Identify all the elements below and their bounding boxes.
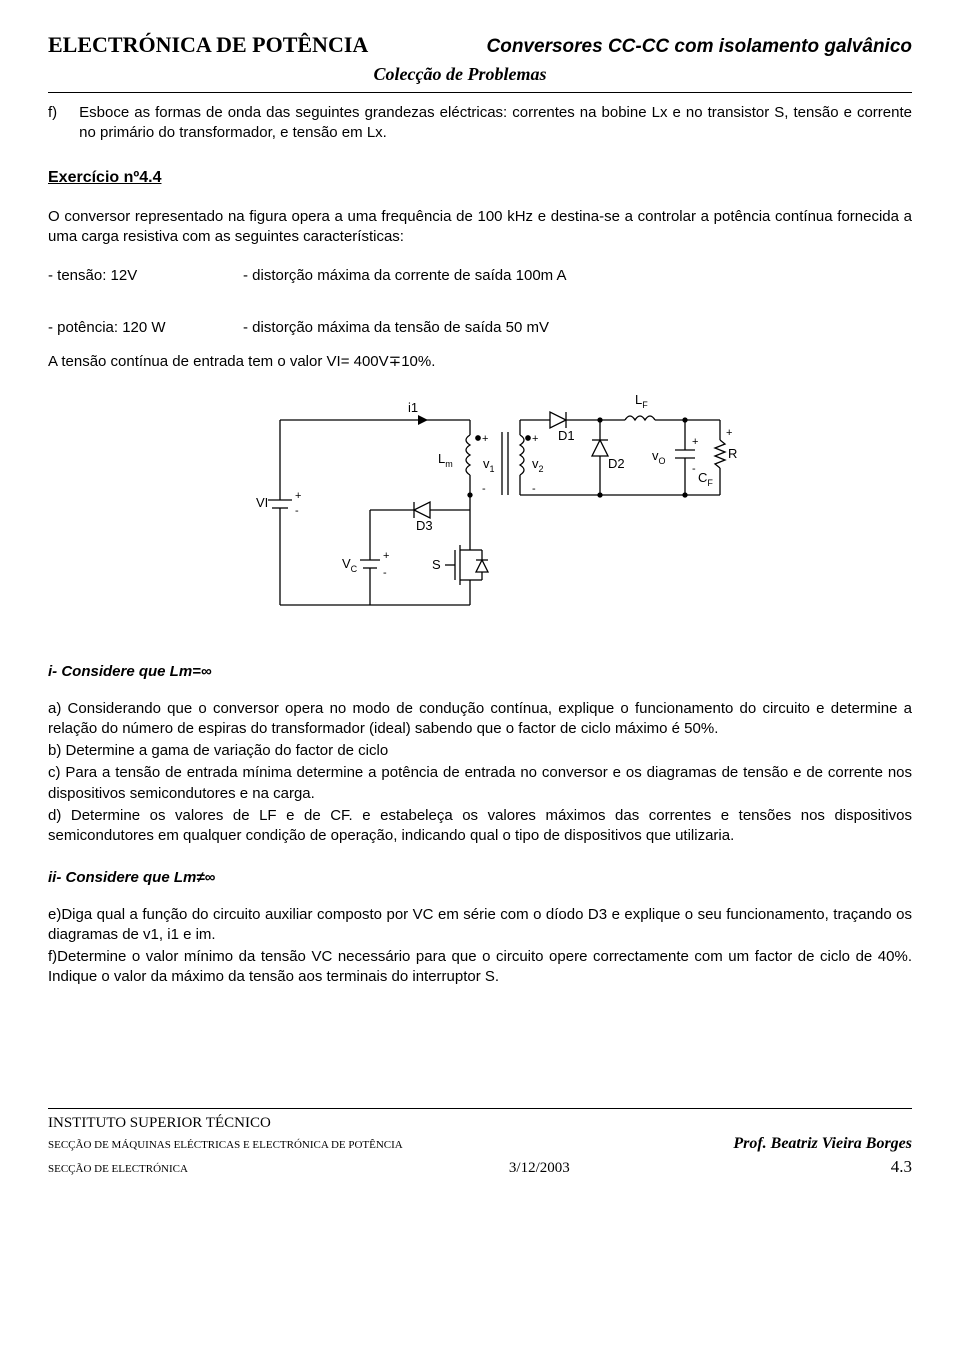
svg-text:Lm: Lm [438, 451, 453, 469]
svg-text:LF: LF [635, 392, 648, 410]
item-f: f) Esboce as formas de onda das seguinte… [48, 103, 912, 144]
question-f: f)Determine o valor mínimo da tensão VC … [48, 947, 912, 988]
svg-text:+: + [532, 433, 538, 445]
spec-voltage: - tensão: 12V [48, 266, 243, 286]
svg-text:+: + [726, 427, 732, 439]
footer-dept2: SECÇÃO DE ELECTRÓNICA [48, 1162, 188, 1177]
svg-text:v1: v1 [483, 456, 495, 474]
subsection-i: i- Considere que Lm=∞ [48, 662, 912, 682]
label-d2: D2 [608, 456, 625, 471]
footer-rule [48, 1108, 912, 1109]
label-r: R [728, 446, 737, 461]
footer-page: 4.3 [891, 1156, 912, 1179]
svg-text:+: + [295, 490, 301, 502]
questions-i: a) Considerando que o conversor opera no… [48, 699, 912, 847]
doc-title: ELECTRÓNICA DE POTÊNCIA [48, 30, 368, 60]
label-d3: D3 [416, 518, 433, 533]
label-vi: VI [256, 495, 268, 510]
svg-text:v2: v2 [532, 456, 544, 474]
vin-line: A tensão contínua de entrada tem o valor… [48, 352, 912, 372]
svg-text:+: + [482, 433, 488, 445]
spec-row-1: - tensão: 12V - distorção máxima da corr… [48, 266, 912, 286]
svg-text:vO: vO [652, 448, 666, 466]
spec-power: - potência: 120 W [48, 318, 243, 338]
question-c: c) Para a tensão de entrada mínima deter… [48, 763, 912, 804]
svg-text:VC: VC [342, 556, 358, 574]
spec-current-ripple: - distorção máxima da corrente de saída … [243, 266, 567, 286]
label-lm: L [438, 451, 445, 466]
label-cf: C [698, 470, 707, 485]
exercise-title: Exercício nº4.4 [48, 167, 912, 189]
doc-subtitle: Conversores CC-CC com isolamento galvâni… [487, 34, 913, 60]
question-a: a) Considerando que o conversor opera no… [48, 699, 912, 740]
spec-voltage-ripple: - distorção máxima da tensão de saída 50… [243, 318, 549, 338]
spec-row-2: - potência: 120 W - distorção máxima da … [48, 318, 912, 338]
svg-text:-: - [692, 463, 696, 475]
footer-dept1: SECÇÃO DE MÁQUINAS ELÉCTRICAS E ELECTRÓN… [48, 1138, 403, 1153]
svg-text:-: - [383, 567, 387, 579]
header-rule [48, 92, 912, 93]
questions-ii: e)Diga qual a função do circuito auxilia… [48, 905, 912, 988]
question-e: e)Diga qual a função do circuito auxilia… [48, 905, 912, 946]
question-b: b) Determine a gama de variação do facto… [48, 741, 912, 761]
footer-prof: Prof. Beatriz Vieira Borges [733, 1133, 912, 1155]
svg-text:+: + [383, 550, 389, 562]
svg-text:-: - [295, 505, 299, 517]
doc-collection: Colecção de Problemas [48, 62, 912, 86]
item-f-text: Esboce as formas de onda das seguintes g… [79, 103, 912, 144]
label-s: S [432, 557, 441, 572]
intro-paragraph: O conversor representado na figura opera… [48, 207, 912, 248]
svg-text:-: - [482, 483, 486, 495]
footer: INSTITUTO SUPERIOR TÉCNICO SECÇÃO DE MÁQ… [48, 1108, 912, 1180]
svg-text:+: + [692, 436, 698, 448]
item-f-marker: f) [48, 103, 57, 144]
footer-institution: INSTITUTO SUPERIOR TÉCNICO [48, 1113, 912, 1133]
label-vc: V [342, 556, 351, 571]
label-lf: L [635, 392, 642, 407]
question-d: d) Determine os valores de LF e de CF. e… [48, 806, 912, 847]
svg-text:-: - [532, 483, 536, 495]
label-i1: i1 [408, 400, 418, 415]
footer-date: 3/12/2003 [509, 1158, 570, 1178]
subsection-ii: ii- Considere que Lm≠∞ [48, 868, 912, 888]
label-d1: D1 [558, 428, 575, 443]
svg-text:CF: CF [698, 470, 713, 488]
circuit-diagram: i1 VI + - + Lm v1 - [48, 390, 912, 640]
